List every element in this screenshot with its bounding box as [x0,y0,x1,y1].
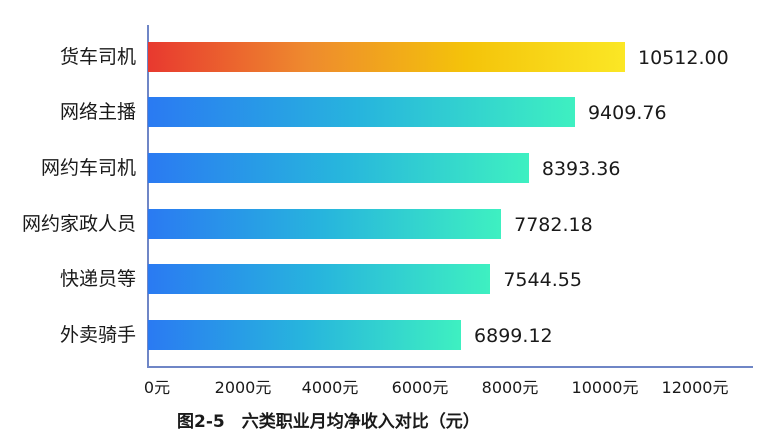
category-label: 网约车司机 [40,157,136,179]
x-tick-label: 10000元 [571,378,639,397]
x-axis-line [147,366,753,368]
y-axis-line [147,25,149,367]
category-label: 快递员等 [59,268,136,290]
value-label: 7782.18 [514,214,593,236]
bar [148,264,491,294]
value-label: 7544.55 [503,269,582,291]
bar-row: 快递员等 7544.55 [0,264,779,294]
bar-row: 外卖骑手 6899.12 [0,320,779,350]
x-tick-label: 6000元 [391,378,449,397]
value-label: 10512.00 [638,47,729,69]
bar-row: 网约车司机 8393.36 [0,153,779,183]
category-label: 货车司机 [59,46,136,68]
value-label: 8393.36 [541,158,621,180]
bar [148,42,625,72]
category-label: 外卖骑手 [59,324,136,346]
bar-row: 货车司机 10512.00 [0,42,779,72]
bar-row: 网约家政人员 7782.18 [0,209,779,239]
bar [148,153,529,183]
bar [148,97,575,127]
category-label: 网约家政人员 [21,213,136,235]
bar-row: 网络主播 9409.76 [0,97,779,127]
x-tick-label: 12000元 [661,378,729,397]
value-label: 9409.76 [587,102,667,124]
x-tick-label: 8000元 [481,378,539,397]
bar [148,209,502,239]
chart-caption: 图2-5 六类职业月均净收入对比（元） [177,412,480,432]
bar [148,320,462,350]
x-tick-label: 4000元 [301,378,359,397]
x-tick-label: 2000元 [214,378,272,397]
x-tick-label: 0元 [143,378,171,397]
value-label: 6899.12 [474,325,553,347]
category-label: 网络主播 [59,101,136,123]
